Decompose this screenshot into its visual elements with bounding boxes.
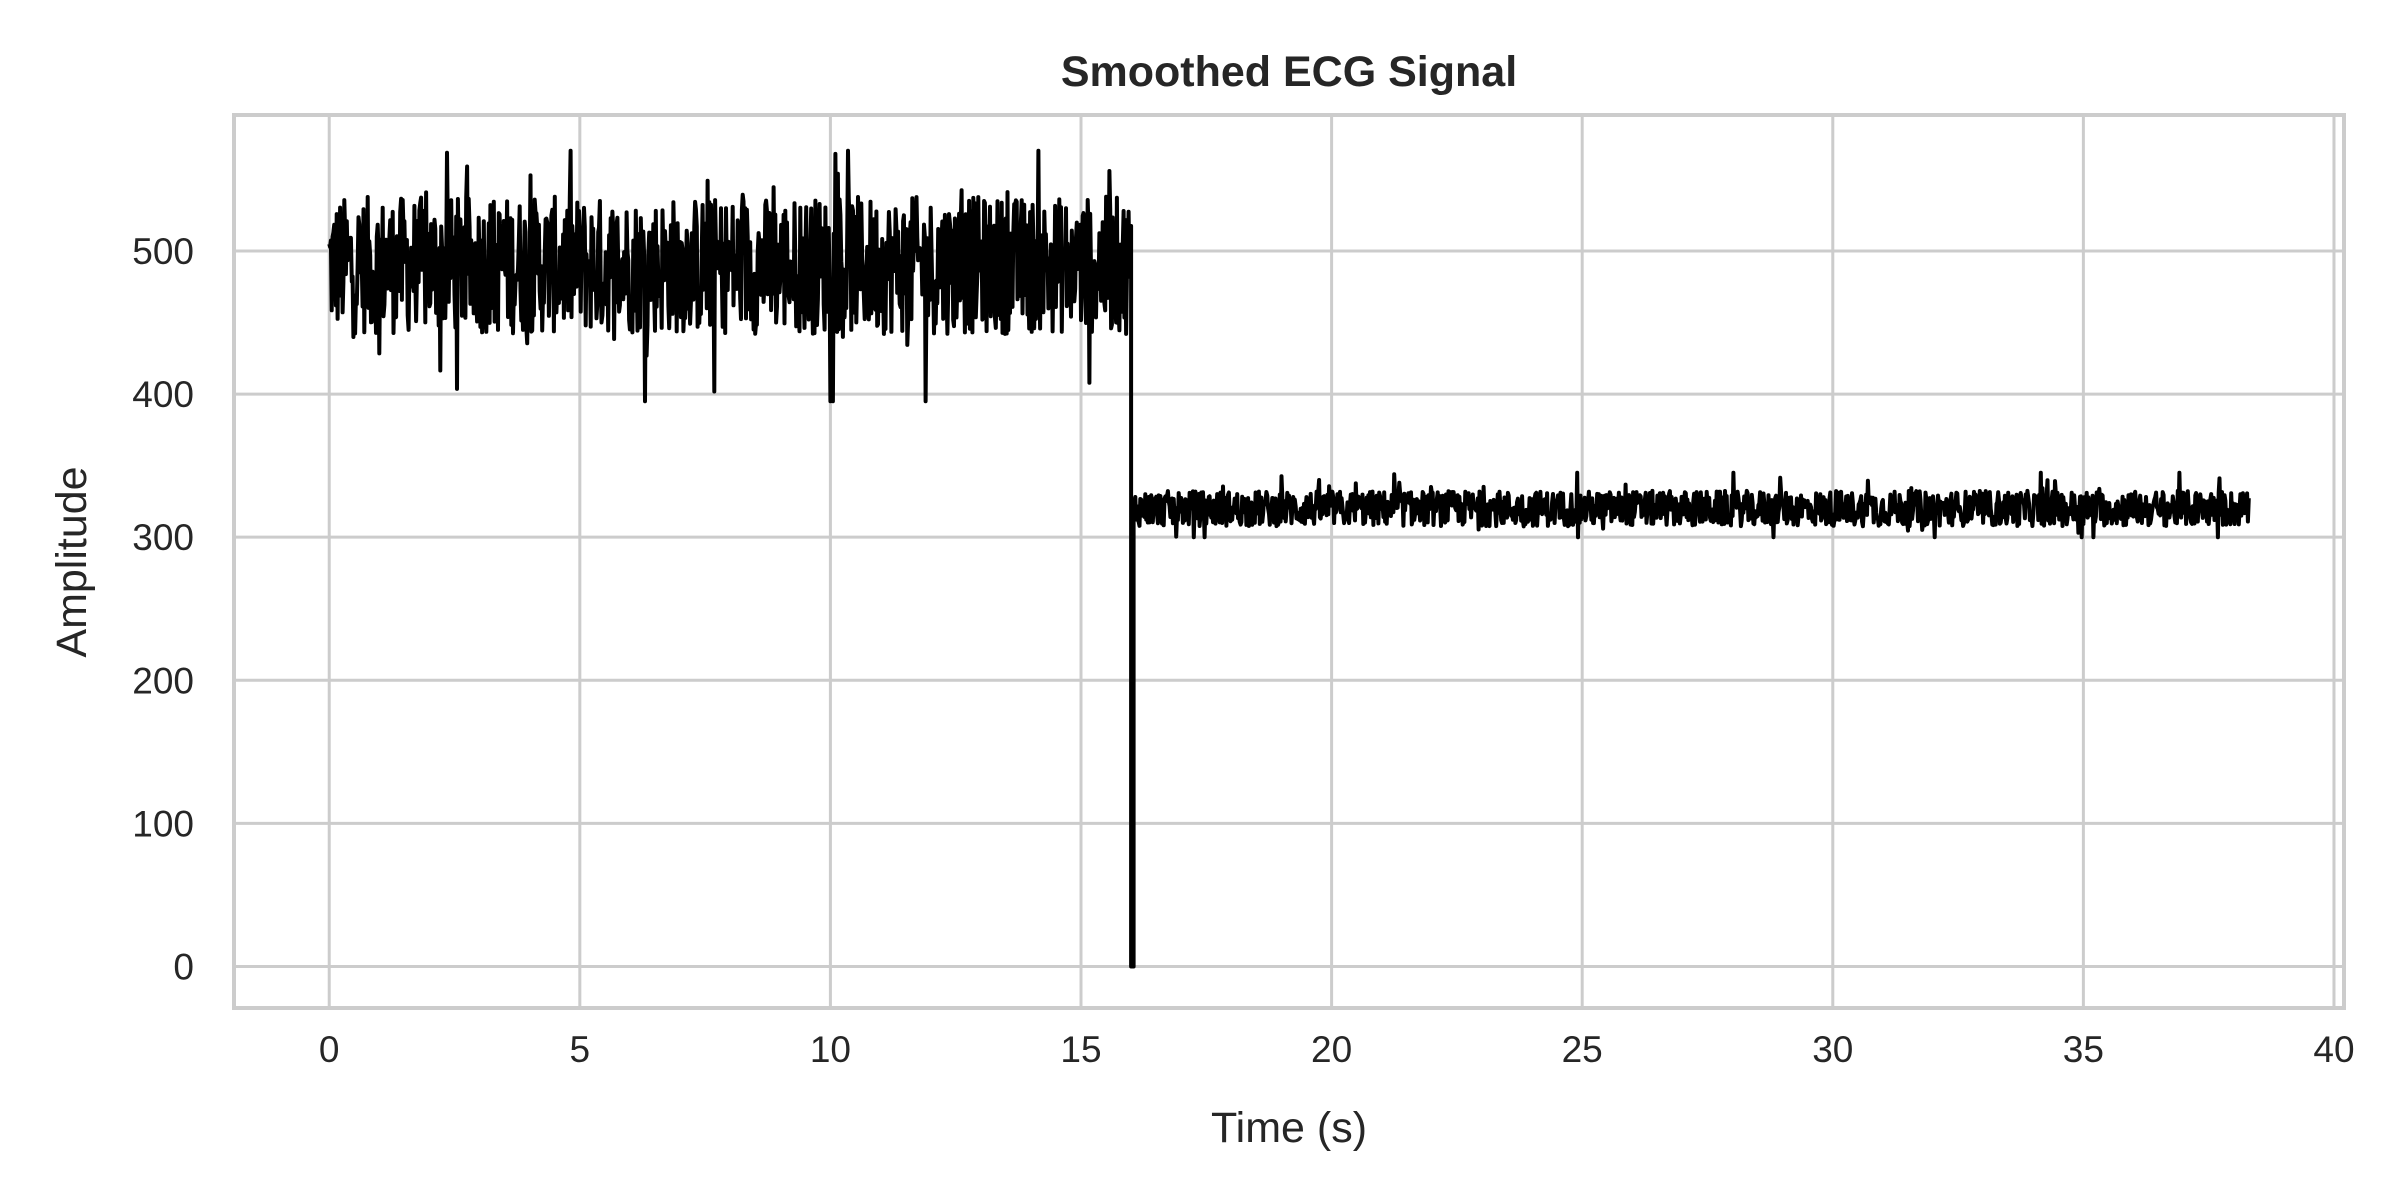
x-tick-labels: 0 5 10 15 20 25 30 35 40 (319, 1029, 2355, 1070)
x-tick-label: 25 (1562, 1029, 1603, 1070)
y-axis-label: Amplitude (48, 466, 96, 657)
x-tick-label: 20 (1311, 1029, 1352, 1070)
y-tick-label: 400 (132, 374, 194, 415)
y-tick-label: 500 (132, 231, 194, 272)
y-tick-label: 300 (132, 517, 194, 558)
x-tick-label: 35 (2063, 1029, 2104, 1070)
x-tick-label: 30 (1812, 1029, 1853, 1070)
x-tick-label: 0 (319, 1029, 340, 1070)
y-tick-label: 0 (173, 946, 194, 987)
x-axis-label: Time (s) (1211, 1104, 1367, 1152)
y-tick-label: 100 (132, 803, 194, 844)
y-tick-label: 200 (132, 660, 194, 701)
x-tick-label: 15 (1060, 1029, 1101, 1070)
x-tick-label: 10 (810, 1029, 851, 1070)
plot-frame (232, 113, 2346, 1010)
ecg-signal-line (327, 148, 2251, 969)
x-tick-label: 40 (2313, 1029, 2354, 1070)
y-gridlines (234, 249, 2344, 968)
chart-title: Smoothed ECG Signal (1061, 48, 1517, 96)
x-tick-label: 5 (570, 1029, 591, 1070)
y-tick-labels: 0 100 200 300 400 500 (132, 231, 194, 988)
